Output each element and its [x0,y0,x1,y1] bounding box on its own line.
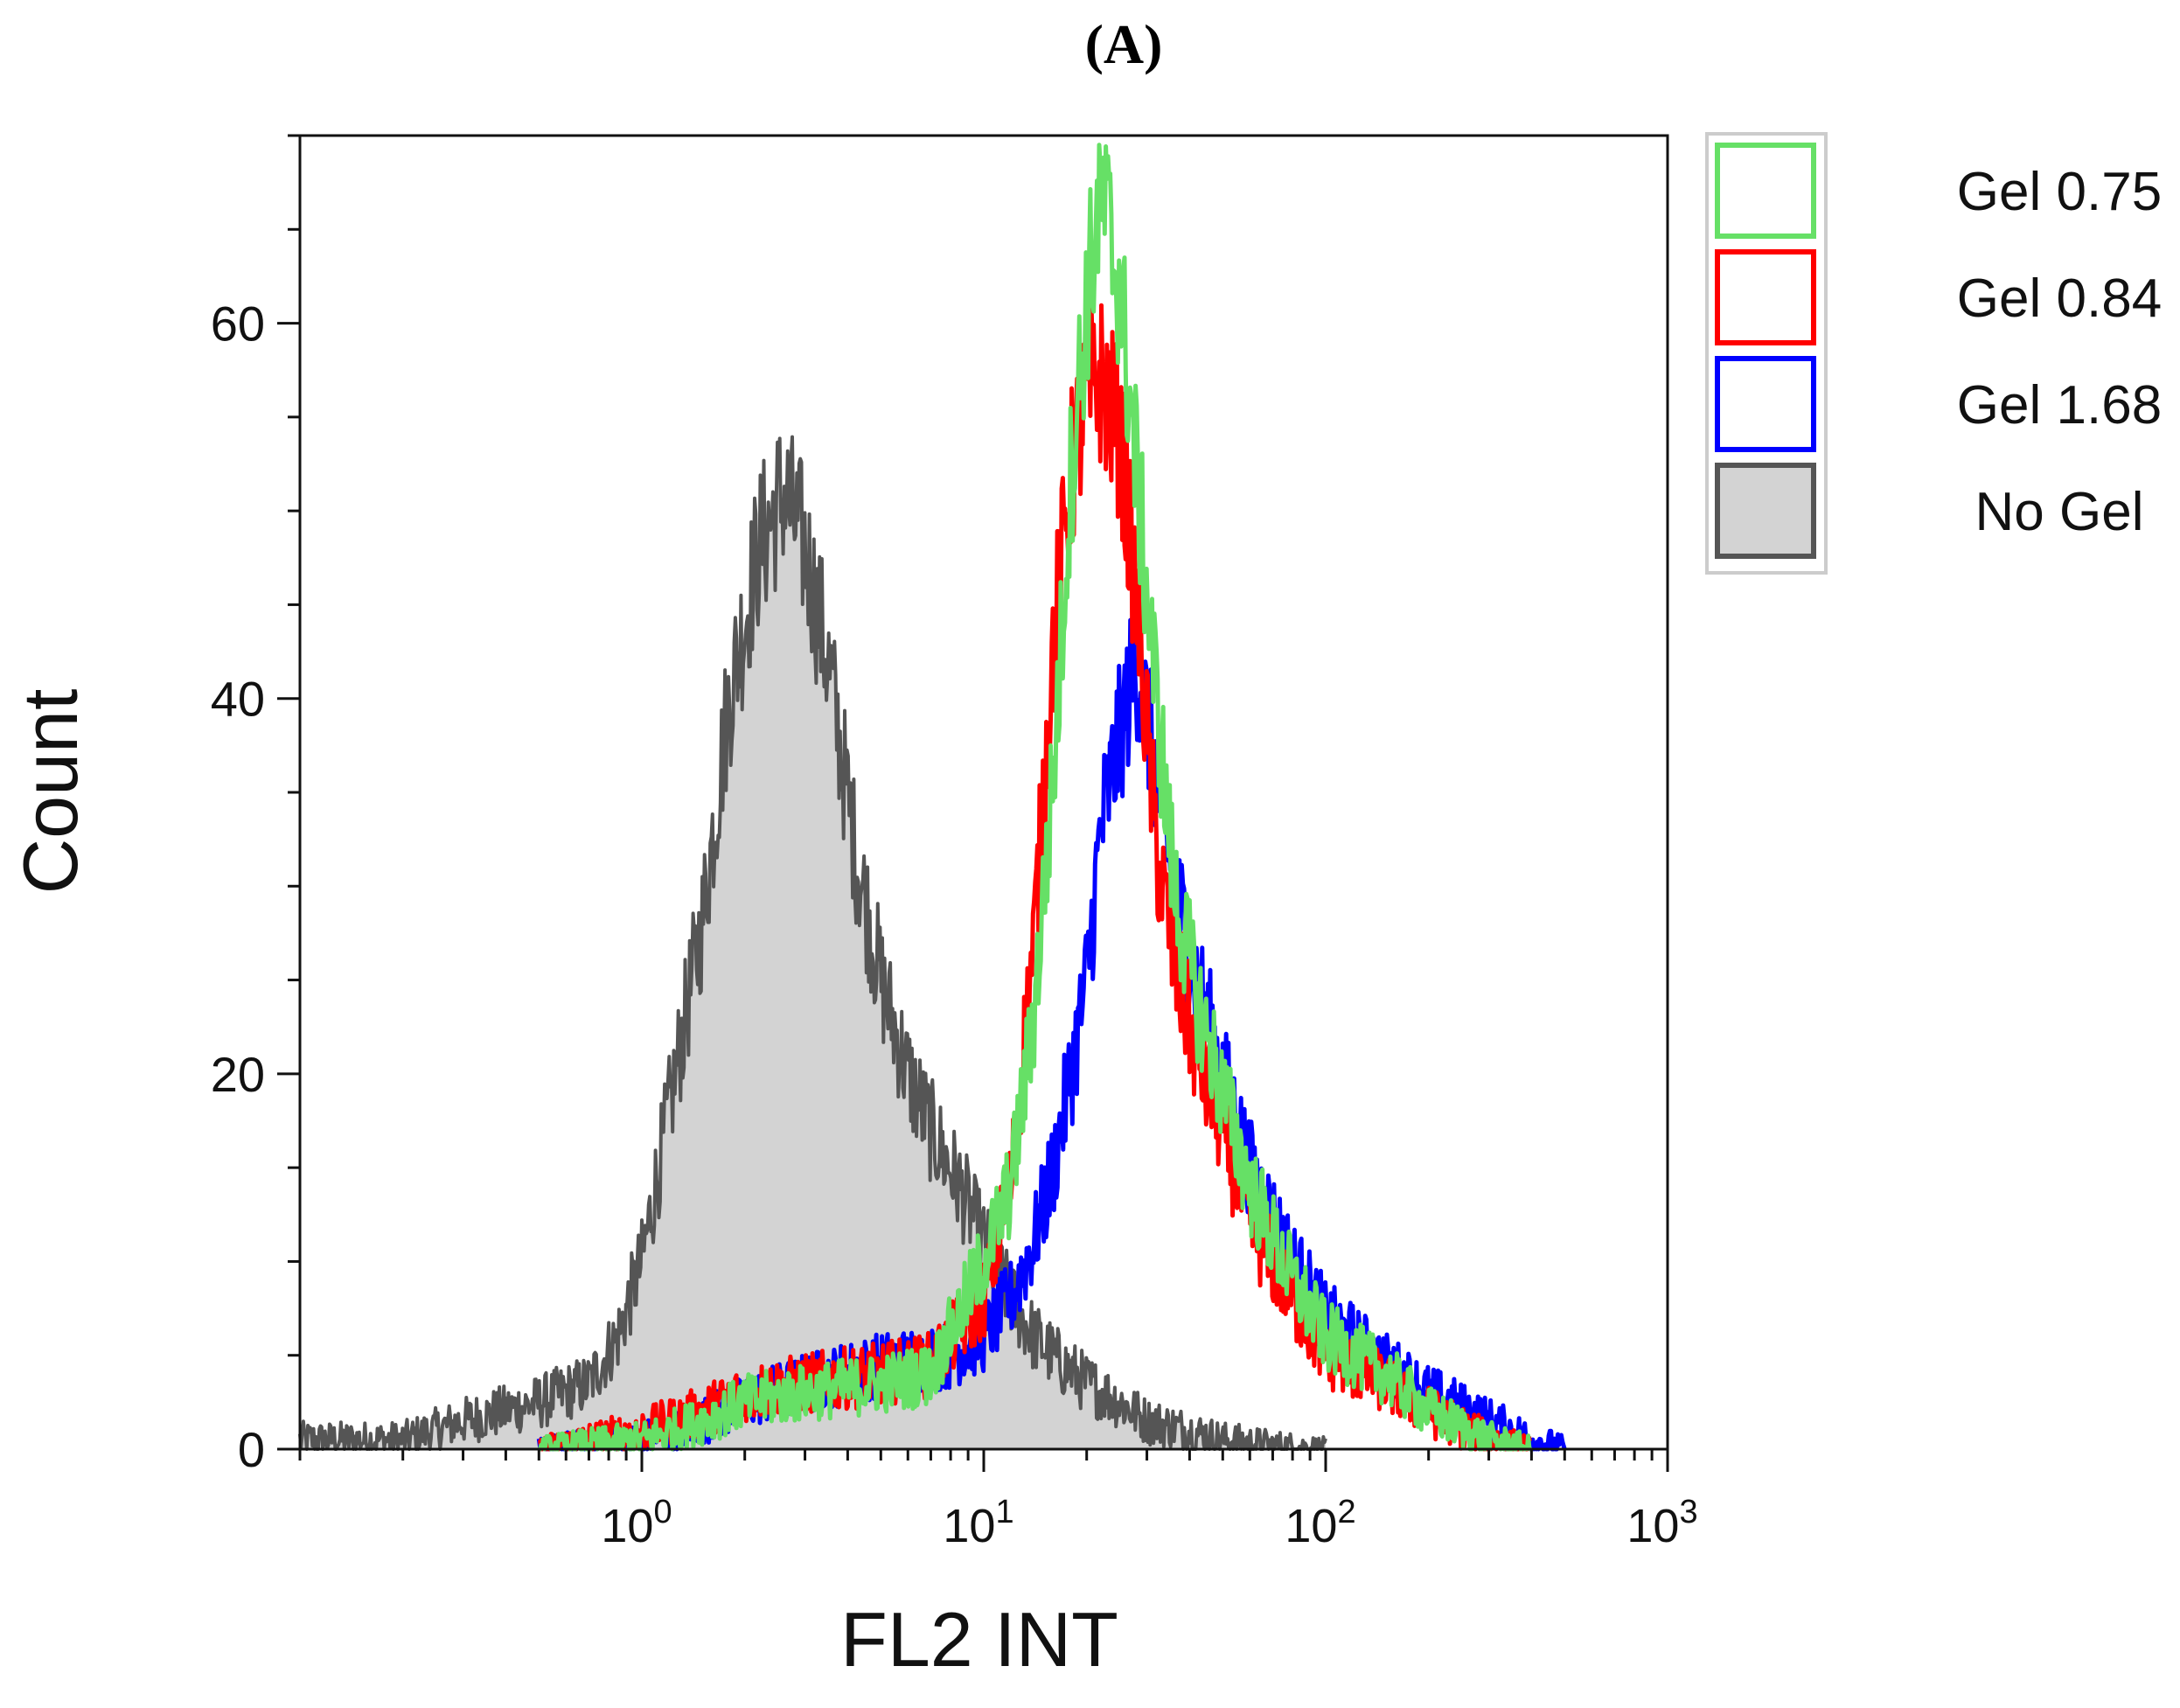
legend-swatch [1715,143,1816,239]
x-tick-label: 100 [601,1494,672,1552]
legend-label: No Gel [1975,482,2144,542]
legend-label: Gel 1.68 [1957,375,2162,436]
plot-area: 0 20 40 60 100 101 102 103 [211,134,1698,1552]
x-axis: 100 101 102 103 [298,1449,1698,1552]
panel-label: (A) [1085,13,1163,75]
y-axis: 0 20 40 60 [211,134,300,1477]
y-tick-label: 40 [211,672,265,727]
legend-items: Gel 0.75 Gel 0.84 Gel 1.68 No Gel [1715,143,2162,559]
series-line-no-gel [298,435,1327,1451]
y-tick-label: 20 [211,1047,265,1102]
x-tick-label: 102 [1285,1494,1355,1552]
x-tick-label: 103 [1626,1494,1697,1552]
series-line-gel-0-75 [538,143,1533,1452]
y-tick-label: 0 [238,1422,265,1477]
legend-swatch [1715,463,1816,559]
legend-label: Gel 0.75 [1957,162,2162,222]
x-axis-label: FL2 INT [840,1596,1118,1683]
legend: Gel 0.75 Gel 0.84 Gel 1.68 No Gel [1705,132,2162,575]
legend-swatch [1715,249,1816,345]
legend-label: Gel 0.84 [1957,268,2162,329]
y-axis-label: Count [7,689,94,895]
series-area-no-gel [300,436,1326,1450]
y-tick-label: 60 [211,296,265,352]
series-layer [298,143,1567,1452]
x-tick-label: 101 [943,1494,1013,1552]
legend-swatch [1715,356,1816,452]
legend-frame [1705,132,1828,575]
